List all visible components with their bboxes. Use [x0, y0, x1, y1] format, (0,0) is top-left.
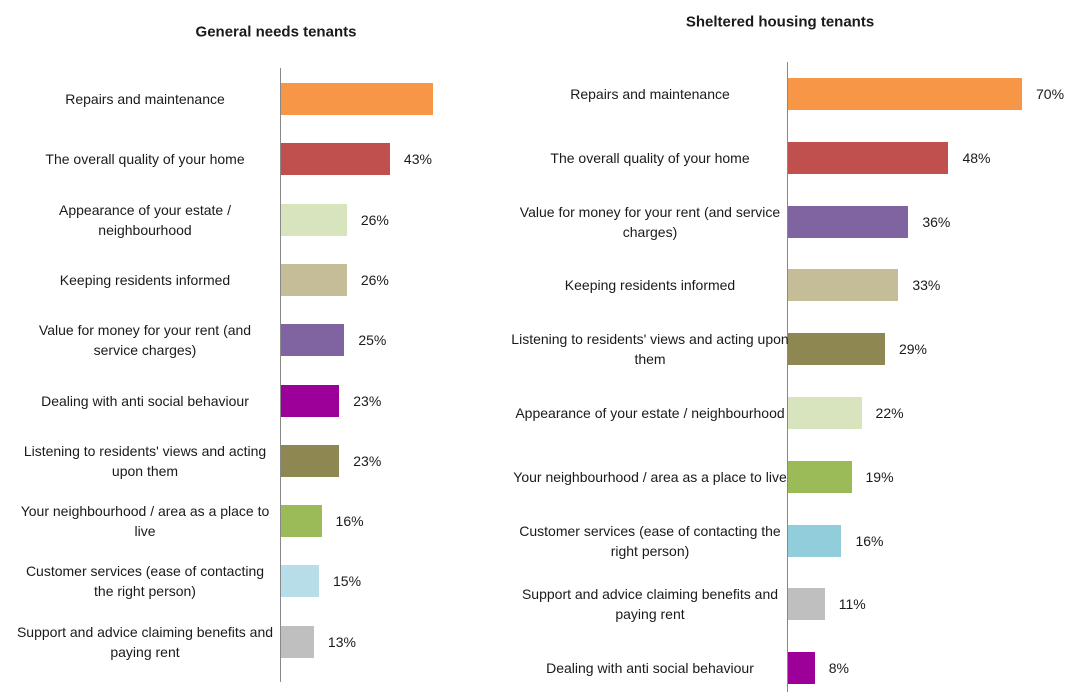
- value-label: 25%: [358, 332, 387, 349]
- value-label: 8%: [828, 660, 849, 677]
- value-label: 29%: [898, 341, 927, 358]
- bar: [788, 333, 885, 366]
- chart-title: General needs tenants: [195, 23, 357, 41]
- bar: [281, 505, 322, 538]
- category-label: Value for money for your rent (and servi…: [38, 322, 252, 359]
- value-label: 33%: [912, 277, 941, 294]
- category-label: The overall quality of your home: [550, 149, 750, 166]
- value-label: 11%: [838, 596, 866, 613]
- bar: [281, 83, 433, 115]
- category-label: Customer services (ease of contacting th…: [519, 522, 781, 559]
- value-label: 23%: [353, 392, 382, 409]
- category-label: Dealing with anti social behaviour: [546, 660, 754, 677]
- category-label: Support and advice claiming benefits and…: [521, 586, 779, 623]
- value-label: 23%: [353, 452, 382, 469]
- category-label: Listening to residents' views and acting…: [23, 442, 267, 479]
- bar: [788, 269, 899, 302]
- bar: [281, 384, 340, 417]
- bar: [788, 141, 949, 174]
- bar: [788, 397, 862, 429]
- category-label: Your neighbourhood / area as a place to …: [513, 468, 787, 485]
- value-label: 43%: [403, 151, 432, 168]
- category-label: Support and advice claiming benefits and…: [16, 623, 274, 660]
- value-label: 22%: [875, 405, 904, 421]
- value-label: 16%: [335, 513, 364, 530]
- bar: [788, 78, 1022, 110]
- bar: [788, 205, 909, 238]
- value-label: 19%: [865, 468, 894, 485]
- chart-title: Sheltered housing tenants: [685, 13, 875, 31]
- value-label: 48%: [962, 149, 991, 166]
- axis-line: [280, 68, 281, 682]
- bar: [281, 324, 345, 357]
- category-label: Dealing with anti social behaviour: [41, 392, 249, 409]
- category-label: Appearance of your estate / neighbourhoo…: [515, 405, 785, 421]
- bar: [281, 444, 340, 477]
- bar: [788, 588, 825, 621]
- category-label: Customer services (ease of contacting th…: [25, 563, 265, 600]
- bar: [281, 263, 347, 296]
- axis-line: [787, 62, 788, 692]
- value-label: 16%: [855, 532, 884, 549]
- bar: [281, 143, 390, 176]
- category-label: Repairs and maintenance: [570, 86, 730, 102]
- value-label: 26%: [360, 271, 389, 288]
- category-label: Value for money for your rent (and servi…: [519, 203, 781, 240]
- category-label: Listening to residents' views and acting…: [511, 331, 789, 368]
- value-label: 26%: [360, 211, 389, 228]
- value-label: 36%: [922, 213, 951, 230]
- bar: [788, 652, 815, 685]
- value-label: 15%: [333, 573, 362, 590]
- value-label: 13%: [327, 633, 356, 650]
- category-label: Appearance of your estate / neighbourhoo…: [59, 201, 231, 238]
- bar: [788, 460, 852, 493]
- bar: [281, 565, 319, 598]
- bar: [788, 524, 842, 557]
- category-label: Keeping residents informed: [564, 277, 736, 294]
- category-label: Repairs and maintenance: [65, 91, 225, 107]
- category-label: Keeping residents informed: [59, 271, 231, 288]
- category-label: The overall quality of your home: [45, 151, 245, 168]
- bar: [281, 625, 314, 658]
- category-label: Your neighbourhood / area as a place to …: [20, 503, 270, 540]
- value-label: 70%: [1036, 86, 1065, 102]
- bar: [281, 203, 347, 236]
